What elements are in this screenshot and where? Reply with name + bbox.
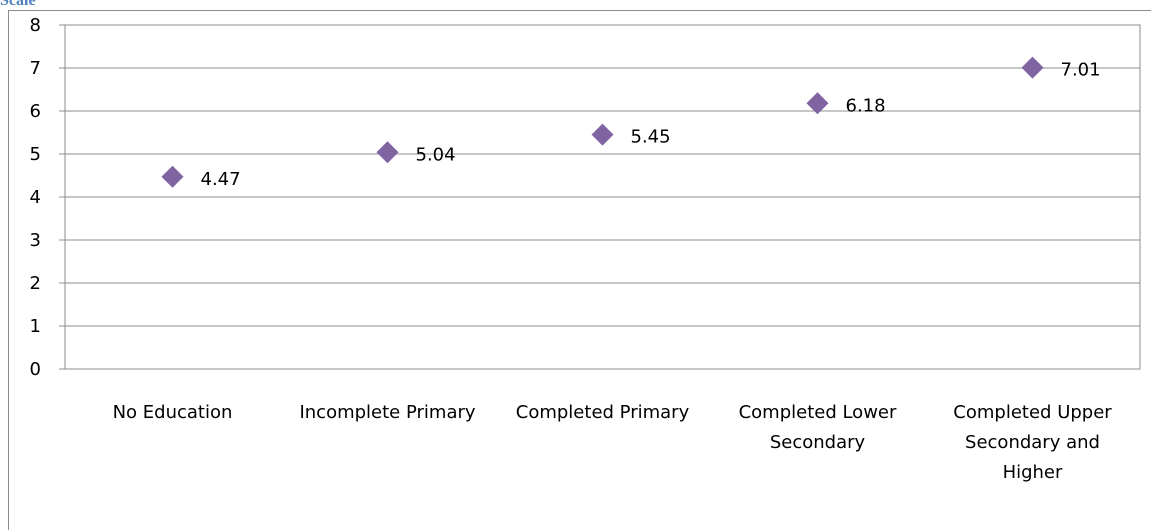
y-tick-label: 0 [30,359,41,380]
data-label: 4.47 [201,169,241,190]
y-tick-label: 1 [30,316,41,337]
y-tick-label: 5 [30,144,41,165]
data-point-marker [591,123,614,146]
y-tick-label: 3 [30,230,41,251]
y-tick-label: 4 [30,187,41,208]
data-point-marker [161,165,184,188]
data-label: 5.45 [631,127,671,148]
x-axis-labels: No Education Incomplete Primary Completed … [113,402,1113,483]
y-axis: 0 1 2 3 4 5 6 7 8 [30,15,65,380]
data-label: 6.18 [846,95,886,116]
data-point-marker [1021,56,1044,79]
data-point-marker [806,92,829,115]
y-tick-label: 7 [30,58,41,79]
y-tick-label: 6 [30,101,41,122]
gridlines [64,24,1141,370]
data-points [161,56,1044,188]
x-category-label: No Education [113,402,233,423]
scatter-chart: 0 1 2 3 4 5 6 7 8 No Education Incomplete Primary… [30,15,1141,483]
chart-frame [8,10,1151,530]
y-tick-label: 8 [30,15,41,36]
chart-caption: Scale [0,0,36,9]
x-category-label: Completed Lower Secondary [739,402,897,453]
data-labels: 4.47 5.04 5.45 6.18 7.01 [201,60,1101,190]
data-label: 5.04 [416,144,456,165]
x-category-label: Incomplete Primary [299,402,475,423]
data-label: 7.01 [1061,60,1101,81]
y-tick-label: 2 [30,273,41,294]
data-point-marker [376,141,399,164]
x-category-label: Completed Primary [516,402,690,423]
x-category-label: Completed Upper Secondary and Higher [953,402,1112,483]
